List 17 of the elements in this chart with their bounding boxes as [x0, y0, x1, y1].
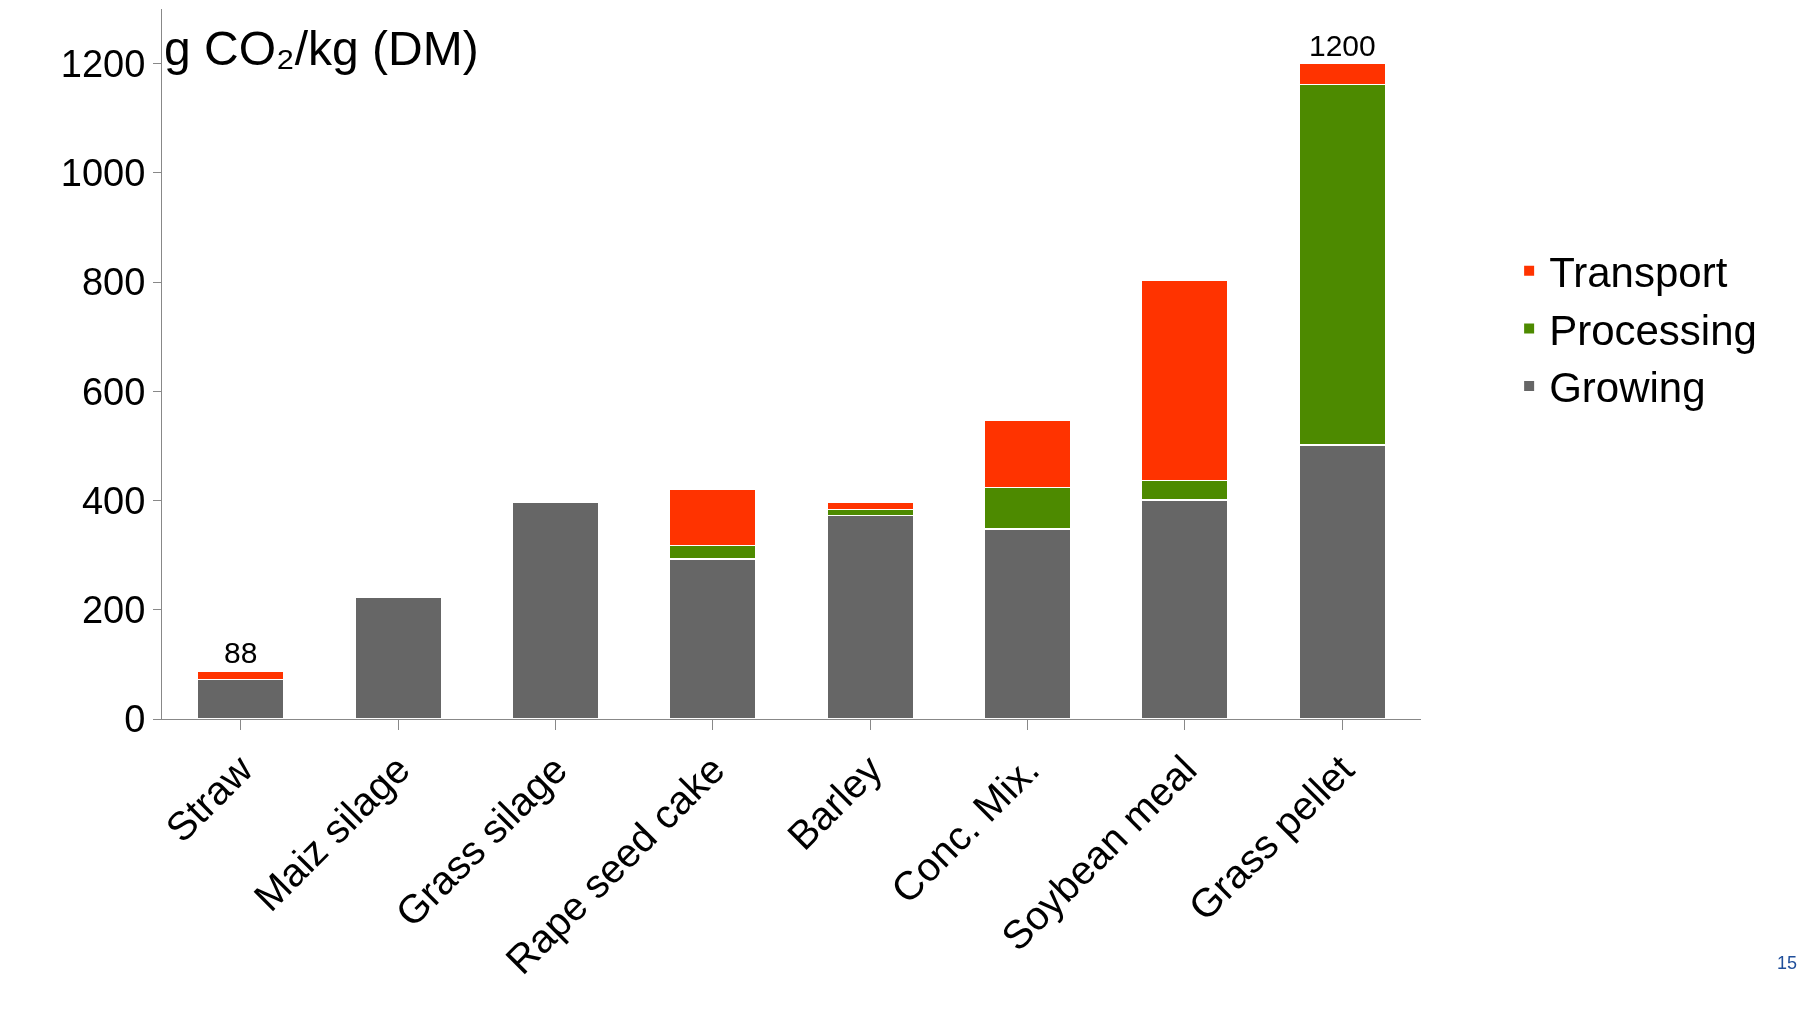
bar: [826, 514, 915, 719]
legend-label: Transport: [1549, 249, 1728, 297]
legend-label: Growing: [1549, 364, 1706, 412]
total-label: 88: [224, 636, 258, 669]
y-tick-label: 400: [81, 479, 146, 522]
y-tick-label: 0: [124, 698, 146, 741]
bar: [354, 596, 443, 719]
y-axis-title: g CO₂/kg (DM): [164, 22, 479, 75]
y-tick-label: 600: [81, 370, 146, 413]
y-tick-label: 200: [81, 589, 146, 632]
bar: [511, 501, 600, 719]
total-label: 1200: [1309, 29, 1376, 62]
y-tick-label: 1200: [60, 42, 146, 85]
text: 15: [1777, 953, 1798, 973]
y-tick-label: 1000: [60, 152, 146, 195]
y-tick-label: 800: [81, 261, 146, 304]
legend-label: Processing: [1549, 306, 1757, 354]
